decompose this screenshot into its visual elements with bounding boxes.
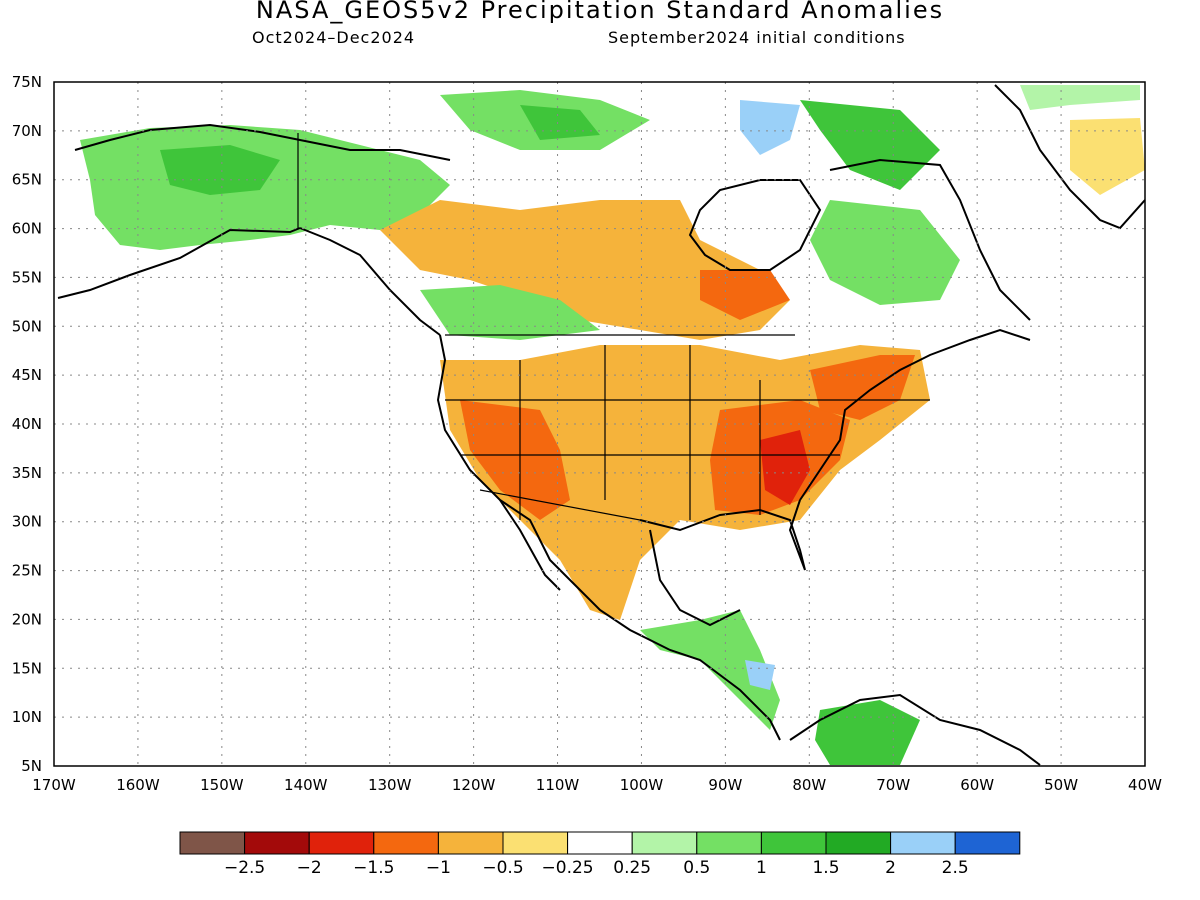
caribbean-sa-wet bbox=[815, 700, 920, 765]
legend-swatch bbox=[244, 831, 310, 855]
legend-label: −1 bbox=[426, 858, 451, 878]
lon-tick-label: 130W bbox=[368, 776, 412, 794]
lat-tick-label: 5N bbox=[21, 757, 42, 775]
west-coast bbox=[436, 334, 781, 741]
lon-tick-label: 110W bbox=[536, 776, 580, 794]
legend-swatch bbox=[890, 831, 956, 855]
central-america-wet bbox=[640, 610, 780, 730]
legend-swatch bbox=[308, 831, 375, 855]
greenland-dry bbox=[1070, 118, 1145, 195]
baja bbox=[499, 499, 561, 591]
lat-tick-label: 40N bbox=[12, 415, 42, 433]
quebec-wet bbox=[810, 200, 960, 305]
lat-tick-label: 50N bbox=[12, 317, 42, 335]
graticule bbox=[54, 82, 1145, 766]
lat-tick-label: 45N bbox=[12, 366, 42, 384]
lat-tick-labels: 5N 10N 15N 20N 25N 30N 35N 40N 45N 50N 55N 60N 65N 70… bbox=[12, 73, 42, 775]
us-state-lines bbox=[445, 345, 930, 520]
lon-tick-label: 80W bbox=[792, 776, 826, 794]
lat-tick-label: 25N bbox=[12, 562, 42, 580]
legend-swatch bbox=[825, 831, 892, 855]
boundaries bbox=[297, 133, 930, 521]
gulf-coast bbox=[639, 499, 806, 571]
lat-tick-label: 35N bbox=[12, 464, 42, 482]
legend-label: −1.5 bbox=[353, 858, 394, 878]
alaska-wet-core bbox=[160, 145, 280, 195]
lat-tick-label: 60N bbox=[12, 220, 42, 238]
lat-tick-label: 10N bbox=[12, 708, 42, 726]
northeast-very-dry bbox=[810, 355, 915, 420]
nunavut-wet bbox=[800, 100, 940, 190]
central-america-blue bbox=[745, 660, 775, 690]
lat-tick-label: 20N bbox=[12, 610, 42, 628]
legend-swatch bbox=[696, 831, 762, 855]
us-mexico-border bbox=[479, 489, 641, 521]
legend-swatch bbox=[954, 831, 1021, 855]
lon-tick-label: 70W bbox=[876, 776, 910, 794]
south-america-coast bbox=[789, 693, 1041, 766]
legend-swatch bbox=[179, 831, 246, 855]
lon-tick-label: 150W bbox=[200, 776, 244, 794]
map-frame bbox=[53, 81, 1146, 767]
lat-tick-label: 15N bbox=[12, 659, 42, 677]
legend-swatch bbox=[373, 831, 439, 855]
lon-tick-labels: 170W 160W 150W 140W 130W 120W 110W 100W 90W 80W 70… bbox=[32, 776, 1162, 794]
lon-tick-label: 140W bbox=[284, 776, 328, 794]
lon-tick-label: 100W bbox=[620, 776, 664, 794]
greenland-coast bbox=[994, 84, 1146, 230]
lon-tick-label: 60W bbox=[960, 776, 994, 794]
legend-label: 0.25 bbox=[613, 858, 651, 878]
hudson-bay bbox=[688, 179, 822, 271]
legend-label: −2 bbox=[297, 858, 322, 878]
legend-label: −0.25 bbox=[542, 858, 594, 878]
lon-tick-label: 50W bbox=[1044, 776, 1078, 794]
canada-wet-patch bbox=[420, 285, 600, 340]
lat-tick-label: 75N bbox=[12, 73, 42, 91]
map-title: NASA_GEOS5v2 Precipitation Standard Anom… bbox=[255, 0, 945, 24]
legend-label: 0.5 bbox=[683, 858, 710, 878]
southwest-very-dry bbox=[460, 400, 570, 520]
ontario-very-dry bbox=[700, 270, 790, 320]
baffin-blue bbox=[740, 100, 800, 155]
lon-tick-label: 120W bbox=[452, 776, 496, 794]
labrador-coast bbox=[829, 158, 1031, 321]
color-legend: −2.5 −2 −1.5 −1 −0.5 −0.25 0.25 0.5 1 1.5 2 2.5 bbox=[179, 831, 1021, 878]
lon-tick-label: 170W bbox=[32, 776, 76, 794]
legend-label: 2.5 bbox=[942, 858, 969, 878]
lat-tick-label: 65N bbox=[12, 171, 42, 189]
initial-conditions: September2024 initial conditions bbox=[608, 28, 906, 47]
southeast-extreme-dry bbox=[760, 430, 810, 505]
legend-swatch bbox=[760, 831, 827, 855]
alaska-north-coast bbox=[74, 123, 451, 161]
legend-swatch bbox=[631, 831, 698, 855]
mexico-gulf bbox=[649, 529, 741, 627]
lat-tick-label: 55N bbox=[12, 268, 42, 286]
arctic-wet-core bbox=[520, 105, 600, 140]
lon-tick-label: 160W bbox=[116, 776, 160, 794]
alaska-coast bbox=[57, 227, 441, 336]
legend-label: 1.5 bbox=[812, 858, 839, 878]
canada-dry bbox=[380, 200, 790, 340]
legend-label: −0.5 bbox=[482, 858, 523, 878]
anomaly-fields bbox=[80, 85, 1145, 765]
legend-swatch bbox=[567, 831, 633, 855]
legend-swatch bbox=[502, 831, 569, 855]
lat-tick-label: 30N bbox=[12, 513, 42, 531]
legend-label: 2 bbox=[885, 858, 896, 878]
lon-tick-label: 40W bbox=[1128, 776, 1162, 794]
forecast-period: Oct2024–Dec2024 bbox=[252, 28, 416, 47]
legend-swatch bbox=[437, 831, 504, 855]
lon-tick-label: 90W bbox=[708, 776, 742, 794]
lat-tick-label: 70N bbox=[12, 122, 42, 140]
legend-label: −2.5 bbox=[224, 858, 265, 878]
legend-label: 1 bbox=[756, 858, 767, 878]
greenland-wet bbox=[1020, 85, 1140, 110]
